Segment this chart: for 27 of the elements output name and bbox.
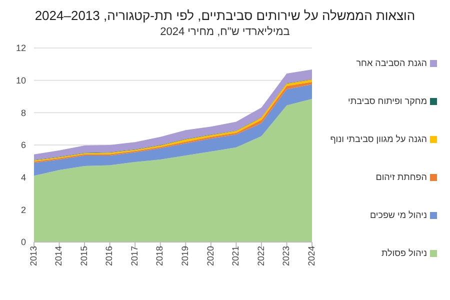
x-tick-label: 2022 [256, 246, 266, 266]
x-tick-label: 2019 [180, 246, 190, 266]
x-tick-label: 2015 [78, 246, 89, 266]
legend-label: הגנה על מגוון סביבתי ונוף [330, 134, 427, 144]
legend-label: ניהול מי שפכים [370, 210, 427, 220]
legend-label: הגנת הסביבה אחר [356, 58, 427, 68]
chart-title: הוצאות הממשלה על שירותים סביבתיים, לפי תת-קטגוריה, 2013–2024 [34, 8, 416, 23]
y-tick-label: 12 [16, 43, 26, 54]
x-tick-label: 2018 [154, 246, 165, 266]
chart-subtitle: במיליארדי ש"ח, מחירי 2024 [159, 26, 291, 38]
x-tick-label: 2013 [28, 246, 38, 266]
legend-label: מחקר ופיתוח סביבתי [348, 96, 427, 106]
legend-label: ניהול פסולת [381, 248, 427, 258]
x-tick-label: 2023 [281, 246, 292, 266]
x-tick-label: 2017 [129, 246, 140, 266]
x-tick-label: 2021 [230, 246, 241, 266]
y-tick-label: 4 [20, 172, 26, 183]
y-tick-label: 0 [20, 237, 26, 248]
y-tick-label: 10 [16, 76, 26, 86]
y-tick-label: 8 [20, 108, 26, 118]
legend-label: הפחתת זיהום [376, 172, 427, 182]
x-tick-label: 2014 [54, 246, 64, 266]
y-tick-label: 2 [20, 204, 26, 215]
x-tick-label: 2024 [306, 246, 316, 266]
x-tick-label: 2020 [205, 246, 216, 266]
y-tick-label: 6 [20, 140, 26, 150]
x-tick-label: 2016 [104, 246, 114, 266]
